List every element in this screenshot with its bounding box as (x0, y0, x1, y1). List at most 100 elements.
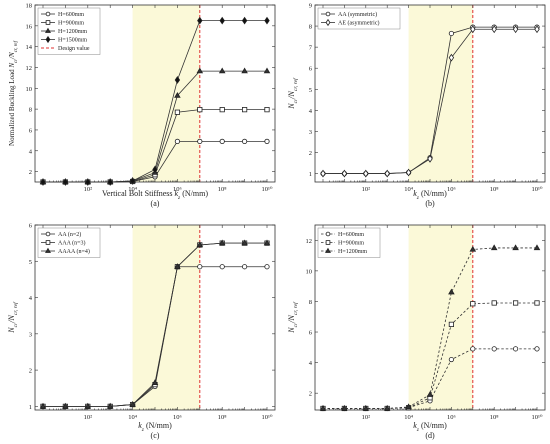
y-axis-label-part: N (287, 90, 296, 97)
legend-entry: AAAA (n=4) (58, 248, 90, 255)
data-point-diamond (384, 169, 390, 178)
y-axis-label-part: cr (14, 59, 19, 63)
data-point-triangle (62, 402, 69, 409)
x-tick-label: 10⁸ (218, 186, 228, 193)
x-tick-label: 10⁴ (128, 414, 138, 421)
data-point-square (513, 300, 519, 306)
chart-panel-3: 1 2 3 4 5 6 10² 10⁴ 10⁶ 10⁸ 10¹⁰ AA (n=2) AAA (n=3)A… (7, 223, 276, 440)
legend-entry: H=600mm (58, 12, 84, 18)
y-axis-label-part: cr (293, 322, 299, 327)
data-point-square (491, 300, 497, 306)
series-4 (40, 16, 270, 186)
legend: AA (n=2) AAA (n=3)AAAA (n=4) (37, 227, 101, 258)
y-axis-label-part: N (287, 314, 296, 321)
data-point-circle (219, 264, 225, 270)
data-point-diamond (470, 25, 476, 34)
x-axis-label: Vertical Bolt Stiffness kz (N/mm) (102, 189, 208, 201)
y-axis-label-part: cr, ref (292, 301, 299, 315)
y-tick-label: 6 (309, 330, 313, 337)
y-tick-label: 2 (29, 368, 32, 375)
data-point-diamond (174, 76, 181, 84)
y-axis-label-part: N (7, 327, 16, 334)
data-point-triangle (45, 247, 51, 253)
series-3 (319, 244, 541, 411)
data-point-diamond (45, 35, 51, 44)
data-point-square (219, 107, 225, 113)
data-point-circle (448, 30, 454, 37)
data-point-diamond (512, 25, 519, 34)
data-point-triangle (533, 244, 541, 251)
x-axis-label-part: k (413, 189, 417, 198)
data-point-triangle (151, 379, 159, 385)
data-point-triangle (129, 400, 136, 407)
x-axis-label-part: k (174, 189, 178, 198)
x-tick-label: 10⁸ (490, 414, 500, 421)
y-tick-label: 10 (306, 268, 313, 275)
x-tick-label: 10¹⁰ (531, 414, 542, 421)
y-tick-label: 10 (26, 86, 33, 93)
legend-box (317, 7, 401, 30)
x-axis-label-part: (N/mm) (144, 421, 172, 430)
data-point-diamond (427, 154, 433, 163)
data-point-diamond (341, 169, 348, 178)
y-tick-label: 3 (309, 129, 312, 136)
data-point-triangle (84, 402, 92, 409)
y-axis-label-part: N (287, 103, 296, 110)
y-axis-label-part: / (287, 320, 296, 324)
data-point-diamond (152, 165, 158, 174)
y-tick-label: 2 (309, 391, 312, 398)
y-tick-label: 8 (309, 24, 312, 31)
y-tick-label: 8 (309, 299, 312, 306)
x-axis-label: kz (N/mm) (138, 421, 172, 433)
data-point-circle (219, 138, 225, 144)
data-point-square (470, 301, 476, 307)
data-point-triangle (319, 404, 327, 411)
data-point-circle (45, 11, 51, 17)
y-axis-label-part: N (287, 327, 296, 334)
legend-entry: AA (n=2) (58, 231, 81, 238)
data-point-circle (264, 264, 270, 270)
data-point-triangle (426, 391, 434, 397)
data-point-circle (242, 138, 248, 144)
data-point-triangle (106, 402, 114, 409)
y-tick-label: 4 (29, 295, 33, 302)
y-tick-label: 7 (309, 45, 313, 52)
shaded-region (132, 225, 200, 410)
x-tick-label: 10¹⁰ (261, 414, 272, 421)
panel-label: (a) (151, 199, 160, 208)
y-tick-label: 18 (26, 3, 33, 10)
data-point-circle (197, 138, 203, 144)
x-axis-label-part: (N/mm) (419, 189, 447, 198)
data-point-triangle (469, 245, 477, 252)
x-tick-label: 10⁶ (173, 414, 182, 421)
data-point-square (197, 107, 203, 113)
data-point-square (174, 109, 180, 115)
data-point-triangle (196, 67, 204, 74)
series-3 (39, 239, 271, 409)
x-tick-label: 10⁶ (447, 186, 456, 193)
data-point-triangle (263, 67, 271, 74)
y-tick-label: 6 (309, 66, 313, 73)
x-tick-label: 10⁶ (447, 414, 456, 421)
y-tick-label: 3 (29, 331, 32, 338)
y-tick-label: 14 (26, 44, 33, 51)
y-axis-label-part: cr, ref (14, 40, 19, 52)
data-point-diamond (107, 178, 113, 186)
data-point-circle (325, 11, 331, 17)
data-point-triangle (174, 263, 181, 269)
data-point-triangle (448, 288, 455, 295)
legend-entry: H=1200mm (338, 249, 367, 255)
legend-entry: H=1500mm (58, 38, 87, 44)
data-point-diamond (264, 16, 270, 25)
data-point-triangle (241, 239, 248, 246)
data-point-circle (197, 264, 203, 270)
y-axis-label-part: cr (13, 322, 19, 327)
x-axis-label-part: k (138, 421, 142, 430)
data-point-diamond (197, 16, 203, 25)
data-point-circle (264, 138, 270, 144)
x-tick-label: 10⁴ (128, 186, 138, 193)
x-tick-label: 10² (362, 414, 371, 421)
y-tick-label: 5 (29, 259, 32, 266)
x-axis-label-part: z (416, 427, 420, 433)
data-point-triangle (174, 91, 181, 98)
